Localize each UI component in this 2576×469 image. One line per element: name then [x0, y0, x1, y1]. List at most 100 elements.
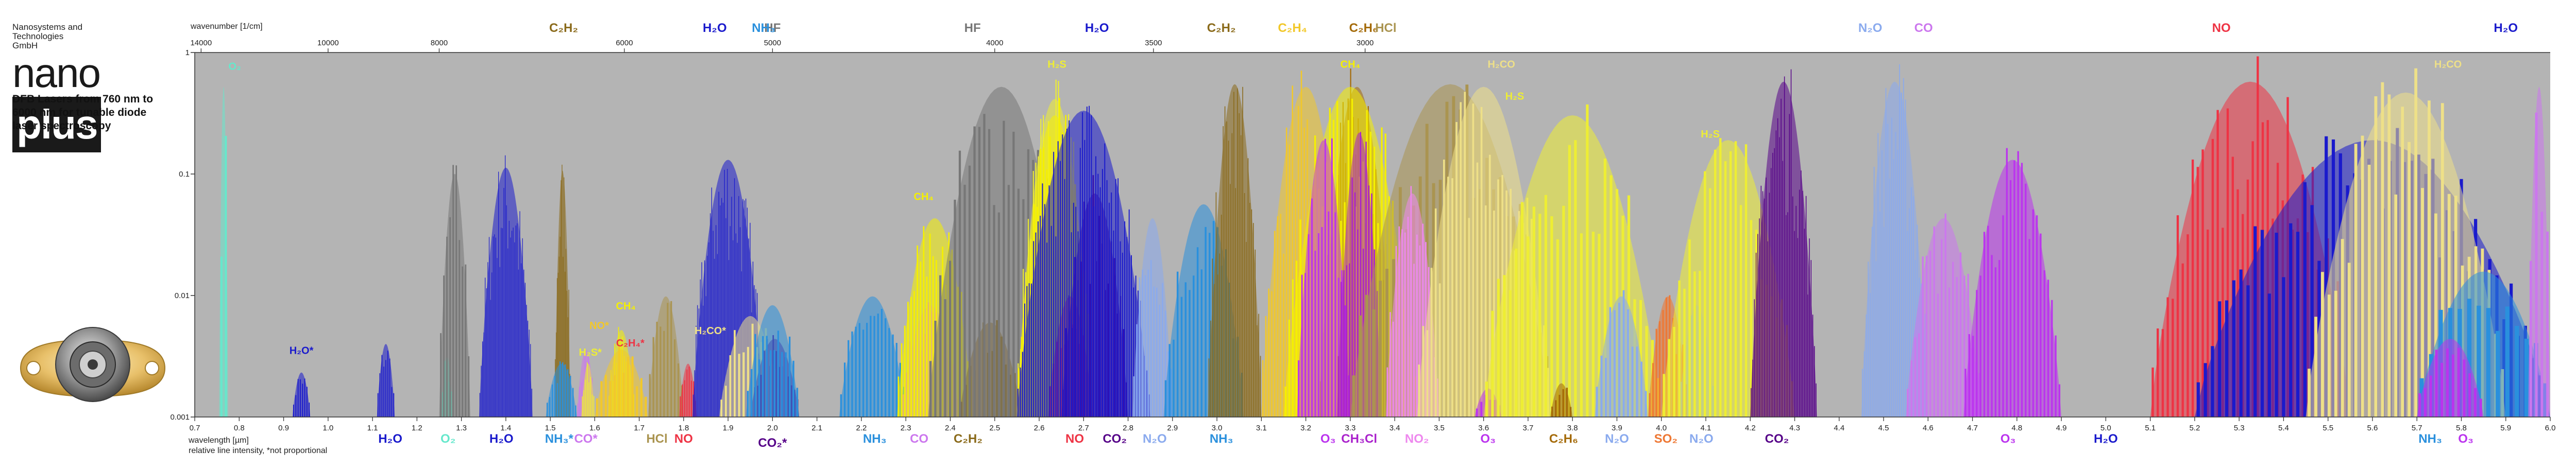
band-envelope — [1750, 81, 1817, 417]
band-envelope — [581, 363, 595, 417]
x-tick-label: 1.0 — [323, 424, 333, 432]
x-tick-label: 3.1 — [1256, 424, 1267, 432]
inside-label-h2s: H₂S* — [579, 347, 602, 358]
bottom-label-no: NO — [674, 432, 693, 446]
x-axis-label: wavelength [µm] — [188, 436, 249, 445]
band-co2-46 — [1750, 69, 1817, 417]
bottom-label-nh3: NH₃ — [863, 432, 887, 446]
x-tick-label: 4.2 — [1745, 424, 1756, 432]
bottom-label-so2: SO₂ — [1654, 432, 1677, 446]
top-label-n2o: N₂O — [1858, 21, 1883, 35]
band-n2o-42 — [1595, 290, 1648, 417]
x-tick-label: 1.4 — [500, 424, 511, 432]
logo-suffix: plus — [12, 97, 101, 152]
band-envelope — [2417, 339, 2484, 417]
top-tick-label: 5000 — [764, 39, 781, 47]
band-c2h4-11 — [595, 346, 648, 417]
bottom-label-n2o: N₂O — [1605, 432, 1629, 446]
band-hf-4 — [439, 165, 470, 417]
x-tick-label: 5.3 — [2234, 424, 2245, 432]
bottom-label-o2: O₂ — [440, 432, 455, 446]
top-label-nh3: NH₃ — [752, 21, 775, 35]
bottom-label-h2o: H₂O — [378, 432, 402, 446]
x-tick-label: 0.8 — [234, 424, 245, 432]
absorption-bands — [219, 56, 2550, 417]
band-n2o-28 — [1132, 218, 1173, 417]
inside-label-h2s: H₂S — [1047, 59, 1066, 70]
x-tick-label: 2.5 — [989, 424, 1000, 432]
x-tick-label: 4.8 — [2011, 424, 2022, 432]
bottom-label-co2: CO₂ — [1103, 432, 1127, 446]
x-tick-label: 4.3 — [1789, 424, 1800, 432]
y-tick-label: 0.001 — [170, 413, 190, 422]
bottom-label-o3: O₃ — [1320, 432, 1336, 446]
bottom-label-h2o: H₂O — [2094, 432, 2118, 446]
x-tick-label: 2.3 — [901, 424, 911, 432]
band-h2o-5 — [479, 155, 533, 417]
top-tick-label: 14000 — [190, 39, 212, 47]
x-tick-label: 2.0 — [767, 424, 778, 432]
bottom-label-co: CO* — [574, 432, 598, 446]
x-tick-label: 0.7 — [190, 424, 200, 432]
band-envelope — [1297, 140, 1350, 417]
band-c2h2-6 — [554, 164, 570, 417]
inside-label-h2co: H₂CO* — [694, 325, 726, 337]
band-c2h6-41 — [1550, 383, 1573, 417]
x-tick-label: 5.5 — [2323, 424, 2333, 432]
x-tick-label: 0.9 — [278, 424, 289, 432]
y-tick-label: 0.1 — [179, 170, 190, 179]
x-tick-label: 3.3 — [1345, 424, 1355, 432]
bottom-label-ch3cl: CH₃Cl — [1341, 432, 1377, 446]
top-label-hf: HF — [964, 21, 981, 35]
band-h2o-2 — [377, 344, 395, 417]
top-label-h2o: H₂O — [2494, 21, 2518, 35]
band-envelope — [679, 363, 697, 417]
inside-label-o2: O₂ — [228, 61, 241, 73]
x-tick-label: 4.0 — [1656, 424, 1667, 432]
band-envelope — [292, 372, 311, 417]
inside-label-h2s: H₂S — [1701, 129, 1720, 140]
bottom-label-n2o: N₂O — [1143, 432, 1167, 446]
top-tick-label: 3500 — [1145, 39, 1162, 47]
bottom-label-no2: NO₂ — [1405, 432, 1429, 446]
band-envelope — [546, 363, 577, 417]
top-tick-label: 6000 — [616, 39, 633, 47]
band-h2s-9 — [581, 362, 595, 417]
y-tick-label: 0.01 — [175, 291, 190, 300]
x-tick-label: 5.2 — [2189, 424, 2200, 432]
band-envelope — [2528, 86, 2550, 417]
x-tick-label: 1.7 — [634, 424, 645, 432]
x-tick-label: 3.8 — [1567, 424, 1578, 432]
bottom-label-co2: CO₂* — [758, 436, 787, 450]
top-tick-label: 10000 — [317, 39, 339, 47]
x-tick-label: 1.2 — [412, 424, 422, 432]
x-tick-label: 4.7 — [1967, 424, 1978, 432]
top-label-c2h4: C₂H₄ — [1278, 21, 1307, 35]
top-tick-label: 3000 — [1357, 39, 1374, 47]
nanoplus-logo: nanoplus — [12, 49, 175, 152]
top-label-h2o: H₂O — [1085, 21, 1109, 35]
top-label-c2h2: C₂H₂ — [549, 21, 578, 35]
band-nh3-17 — [745, 305, 800, 417]
band-envelope — [554, 170, 570, 417]
top-tick-label: 8000 — [431, 39, 448, 47]
top-label-h2o: H₂O — [703, 21, 727, 35]
bottom-label-h2o: H₂O — [489, 432, 514, 446]
x-tick-label: 5.0 — [2100, 424, 2111, 432]
x-tick-label: 2.7 — [1078, 424, 1089, 432]
x-tick-label: 3.4 — [1389, 424, 1400, 432]
laser-package-icon — [20, 327, 166, 402]
bottom-label-o3: O₃ — [2458, 432, 2473, 446]
logo-prefix: nano — [12, 50, 101, 96]
top-label-no: NO — [2212, 21, 2231, 35]
bottom-label-n2o: N₂O — [1689, 432, 1714, 446]
x-tick-label: 3.6 — [1478, 424, 1489, 432]
band-nh3-18 — [839, 296, 906, 417]
footnote: relative line intensity, *not proportion… — [189, 446, 327, 455]
x-tick-label: 2.6 — [1034, 424, 1045, 432]
band-h2o-27 — [1016, 106, 1150, 417]
inside-label-h2co: H₂CO — [2434, 59, 2462, 70]
top-tick-label: 4000 — [986, 39, 1003, 47]
band-c2h2-30 — [1208, 84, 1262, 417]
